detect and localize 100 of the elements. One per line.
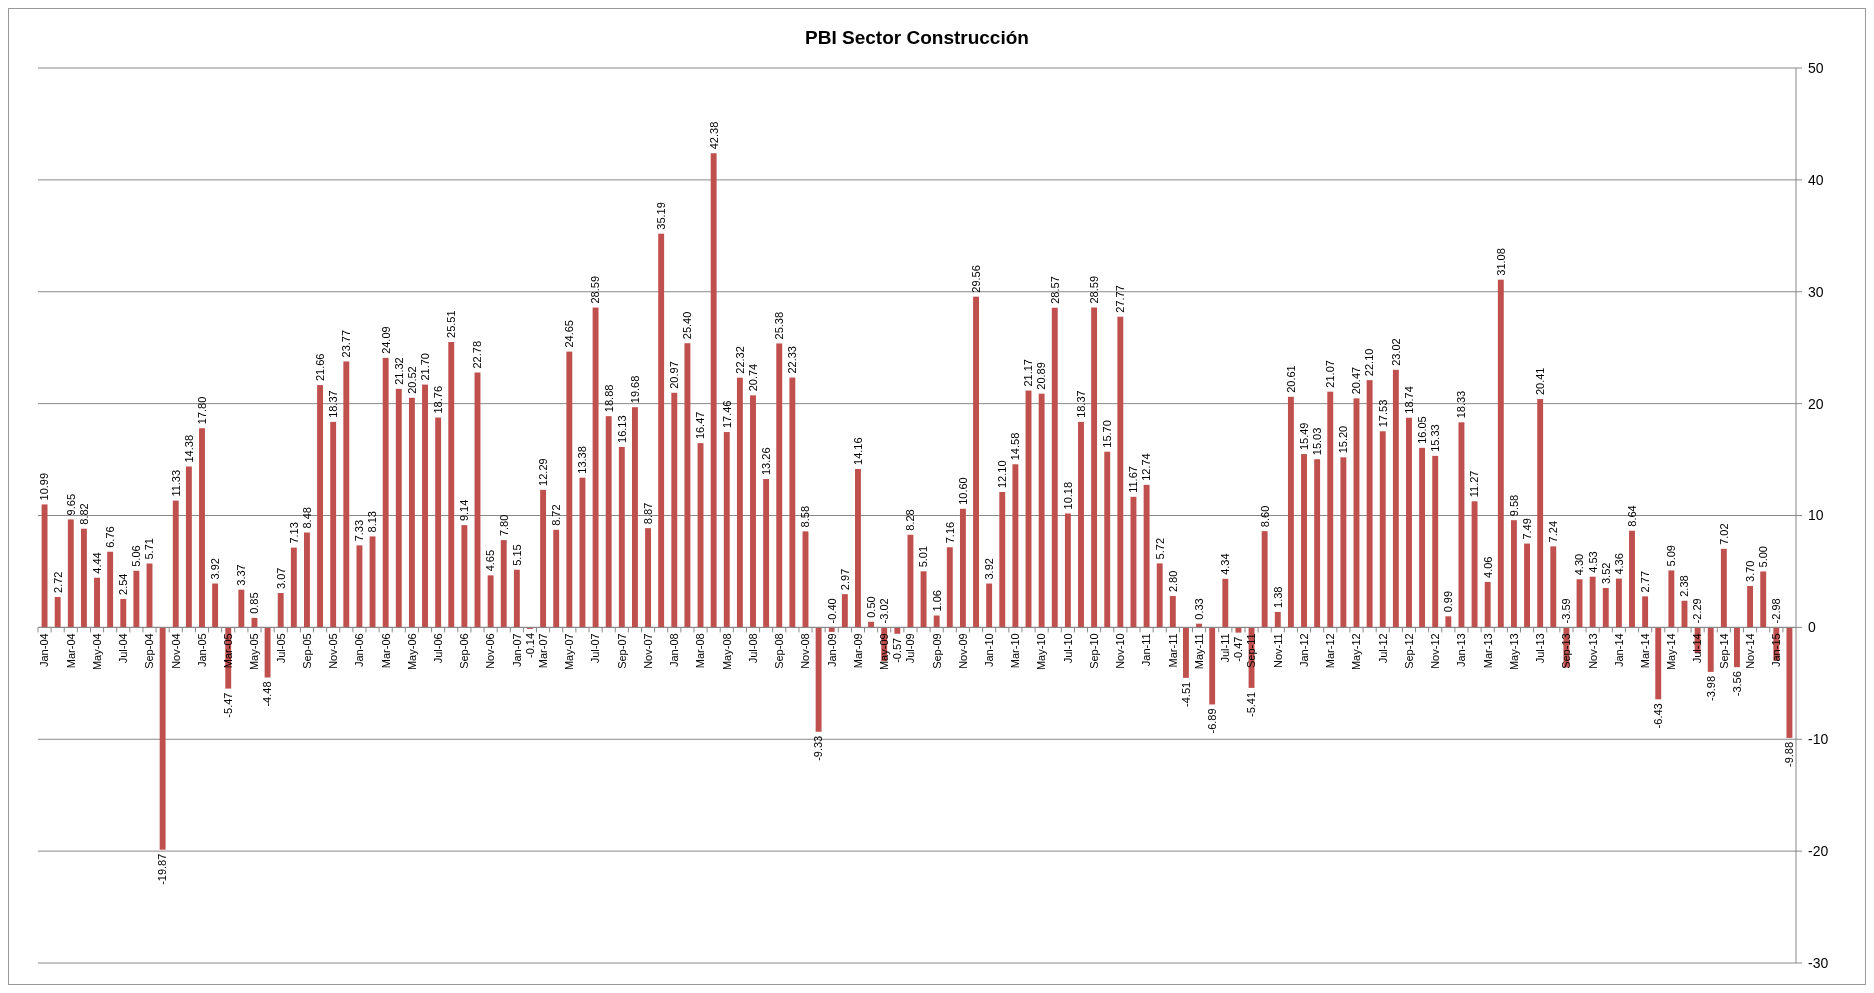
x-tick-label: Jan-12 — [1297, 633, 1310, 668]
x-tick-label: Jan-09 — [825, 633, 838, 668]
data-label: 5.06 — [130, 545, 143, 567]
x-tick-label: May-11 — [1192, 633, 1205, 670]
x-tick-label: May-13 — [1507, 633, 1520, 671]
data-label: 11.27 — [1468, 470, 1481, 498]
y-tick-label: -10 — [1808, 731, 1829, 748]
x-tick-label: Nov-04 — [169, 633, 182, 669]
data-label: 18.74 — [1402, 386, 1415, 414]
data-label: 0.99 — [1442, 590, 1455, 613]
y-tick-label: -30 — [1808, 954, 1829, 971]
data-label: 3.07 — [274, 567, 287, 590]
data-label: 9.65 — [64, 493, 77, 516]
data-label: -6.43 — [1652, 703, 1665, 729]
y-tick-label: 30 — [1808, 283, 1824, 300]
y-tick-label: 20 — [1808, 395, 1824, 412]
data-label: 1.06 — [930, 590, 943, 612]
data-label: 18.37 — [1074, 390, 1087, 418]
x-tick-label: Sep-04 — [143, 633, 156, 669]
data-label: -3.98 — [1704, 675, 1717, 701]
data-label: -2.29 — [1691, 598, 1704, 624]
data-label: -9.88 — [1783, 741, 1796, 767]
data-label: 27.77 — [1114, 285, 1127, 313]
data-label: 15.70 — [1101, 420, 1114, 448]
x-tick-label: Sep-09 — [930, 633, 943, 669]
data-label: 28.57 — [1048, 276, 1061, 304]
data-label: -3.02 — [878, 598, 891, 624]
x-tick-label: Sep-06 — [458, 633, 471, 669]
data-label: 2.54 — [117, 573, 130, 595]
data-label: 18.33 — [1455, 390, 1468, 419]
data-label: 0.50 — [864, 596, 877, 618]
x-tick-label: Nov-07 — [641, 633, 654, 669]
data-label: 5.00 — [1757, 546, 1770, 568]
x-tick-label: Nov-08 — [799, 633, 812, 669]
data-label: 15.49 — [1297, 422, 1310, 451]
x-tick-label: Nov-11 — [1271, 633, 1284, 669]
data-label: 13.26 — [759, 447, 772, 476]
data-label: -0.40 — [825, 598, 838, 624]
data-label: 20.61 — [1284, 365, 1297, 393]
data-label: -19.87 — [156, 853, 169, 885]
data-label: 2.80 — [1166, 570, 1179, 593]
data-label: 10.99 — [38, 472, 51, 501]
data-label: 15.03 — [1310, 427, 1323, 456]
data-label: 20.47 — [1350, 366, 1363, 395]
data-label: 7.33 — [353, 519, 366, 542]
data-label: 25.38 — [773, 311, 786, 340]
data-label: 42.38 — [707, 121, 720, 150]
x-tick-label: Jul-06 — [431, 633, 444, 664]
x-tick-label: Mar-11 — [1166, 633, 1179, 668]
x-tick-label: Mar-14 — [1638, 633, 1651, 669]
x-tick-label: May-06 — [405, 633, 418, 671]
data-label: -6.89 — [1206, 708, 1219, 734]
data-label: -5.47 — [222, 692, 235, 718]
data-label: 12.74 — [1140, 453, 1153, 481]
x-tick-label: Sep-11 — [1245, 633, 1258, 669]
data-label: 21.70 — [418, 353, 431, 381]
data-label: 35.19 — [655, 202, 668, 230]
data-label: 18.88 — [602, 384, 615, 413]
data-label: 8.82 — [77, 503, 90, 525]
data-label: 3.92 — [208, 558, 221, 580]
x-tick-label: Mar-10 — [1009, 633, 1022, 669]
data-label: 8.64 — [1625, 505, 1638, 527]
data-label: 5.01 — [917, 545, 930, 568]
x-tick-label: Jul-13 — [1534, 633, 1547, 664]
data-label: 23.02 — [1389, 338, 1402, 366]
data-label: 20.89 — [1035, 362, 1048, 390]
data-label: 24.65 — [563, 320, 576, 348]
x-tick-label: Sep-14 — [1717, 633, 1730, 669]
x-tick-label: Sep-07 — [615, 633, 628, 669]
data-label: -4.48 — [261, 681, 274, 707]
x-tick-label: Mar-05 — [222, 633, 235, 669]
y-tick-label: 0 — [1808, 619, 1816, 636]
y-tick-label: 40 — [1808, 171, 1824, 188]
x-tick-label: Jan-04 — [38, 633, 51, 668]
data-label: -4.51 — [1179, 681, 1192, 707]
data-label: 14.38 — [182, 434, 195, 463]
x-tick-label: Nov-14 — [1743, 633, 1756, 669]
x-tick-label: Sep-13 — [1560, 633, 1573, 669]
data-label: 4.36 — [1612, 553, 1625, 575]
x-tick-label: Mar-12 — [1324, 633, 1337, 669]
data-label: 25.40 — [681, 311, 694, 340]
x-tick-label: Mar-13 — [1481, 633, 1494, 669]
data-label: 21.66 — [313, 353, 326, 382]
data-label: 22.10 — [1363, 348, 1376, 377]
x-tick-label: Nov-13 — [1586, 633, 1599, 669]
x-tick-label: Sep-08 — [773, 633, 786, 669]
data-label: 21.32 — [392, 357, 405, 385]
x-tick-label: May-10 — [1035, 633, 1048, 671]
data-label: 8.60 — [1258, 505, 1271, 528]
x-tick-label: Mar-08 — [694, 633, 707, 669]
data-label: 9.14 — [458, 499, 471, 522]
x-tick-label: Jul-10 — [1061, 633, 1074, 664]
data-label: 5.72 — [1153, 537, 1166, 560]
data-label: 8.87 — [641, 502, 654, 525]
data-label: 7.02 — [1717, 523, 1730, 545]
data-label: 7.16 — [943, 521, 956, 544]
data-label: 8.72 — [550, 504, 563, 526]
y-tick-label: 50 — [1808, 59, 1824, 76]
x-tick-label: Mar-07 — [536, 633, 549, 669]
data-label: 25.51 — [445, 310, 458, 338]
